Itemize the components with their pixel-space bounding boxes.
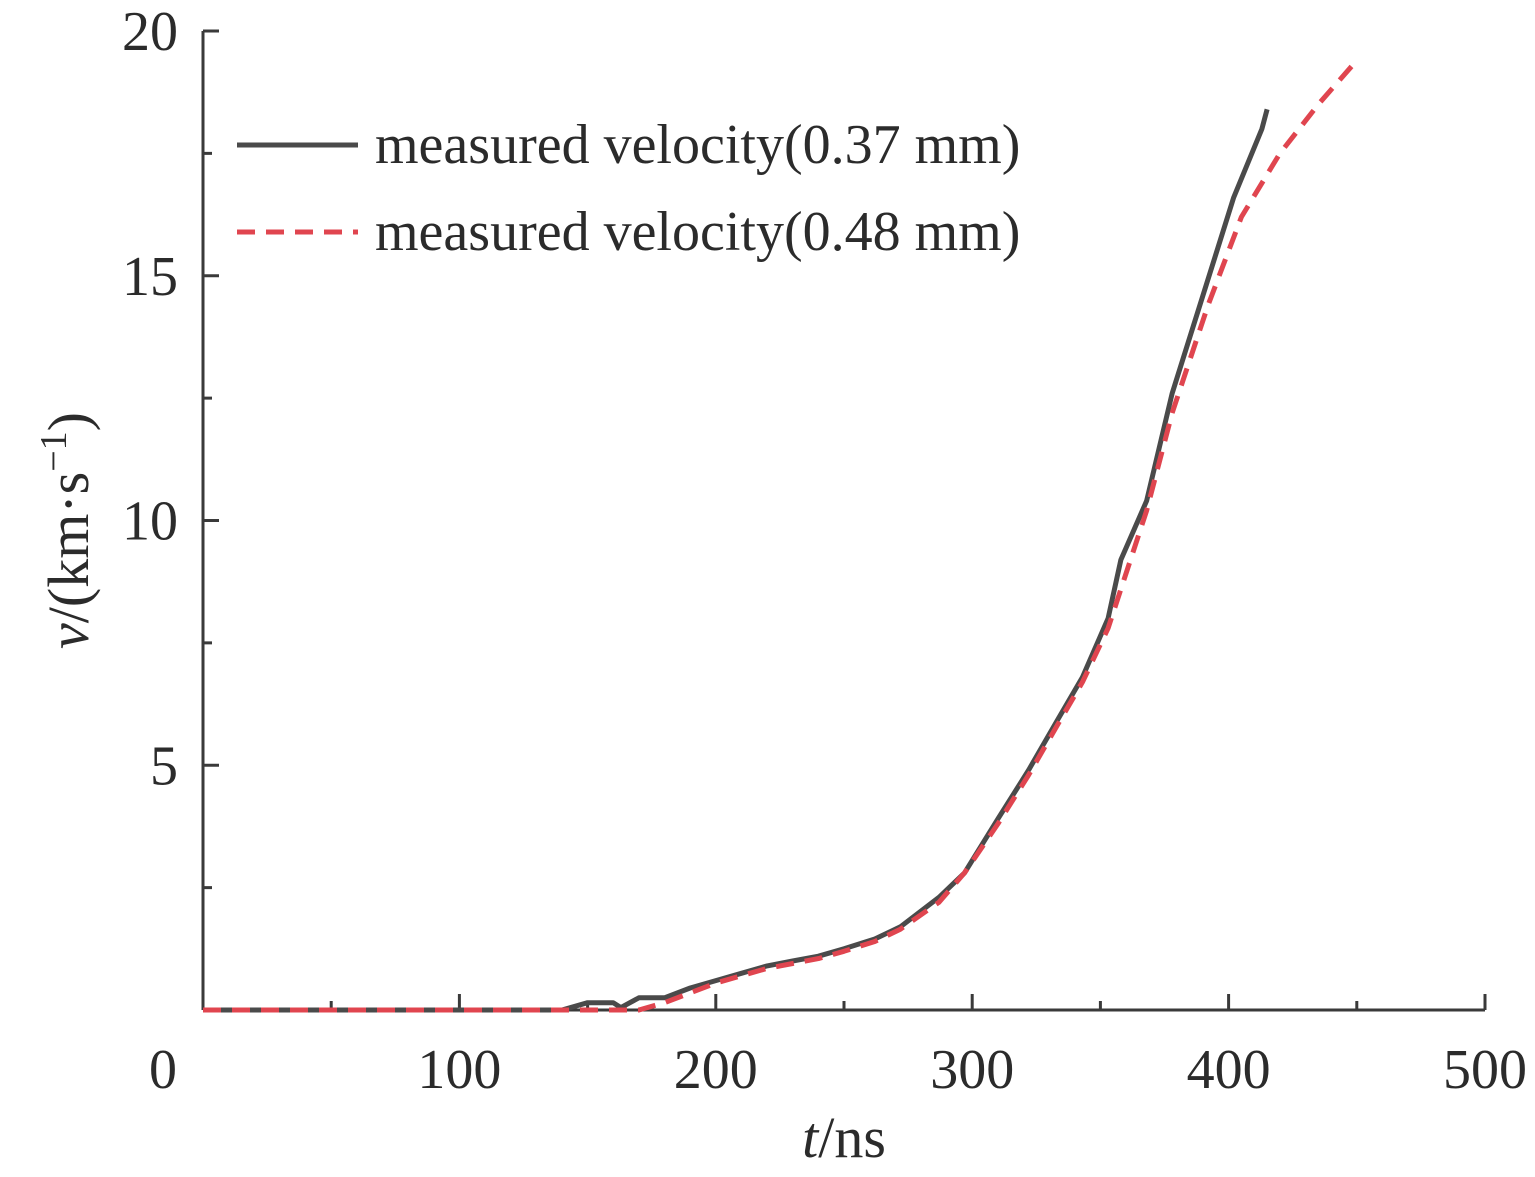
axes bbox=[201, 31, 1485, 1012]
x-tick-label: 500 bbox=[1443, 1039, 1527, 1101]
legend-label: measured velocity(0.37 mm) bbox=[375, 114, 1020, 176]
x-tick-label: 0 bbox=[149, 1039, 177, 1101]
y-tick-label: 10 bbox=[122, 491, 178, 553]
series-line-2 bbox=[203, 58, 1359, 1013]
y-axis-title: v/(km·s−1) bbox=[33, 412, 101, 649]
y-tick-label: 20 bbox=[122, 1, 178, 63]
x-tick-label: 400 bbox=[1187, 1039, 1271, 1101]
legend: measured velocity(0.37 mm) measured veloc… bbox=[237, 114, 1020, 263]
y-tick-label: 15 bbox=[122, 246, 178, 308]
ticks: 0 100 200 300 400 500 5 10 15 20 bbox=[122, 1, 1527, 1101]
x-axis-title-var: t bbox=[802, 1105, 820, 1170]
y-axis-title-unit: /(km·s bbox=[36, 472, 101, 623]
x-tick-label: 100 bbox=[417, 1039, 501, 1101]
y-tick-label: 5 bbox=[150, 735, 178, 797]
x-axis-title-unit: /ns bbox=[818, 1105, 886, 1170]
legend-label: measured velocity(0.48 mm) bbox=[375, 201, 1020, 263]
y-axis-title-var: v bbox=[36, 623, 101, 649]
y-axis-title-close: ) bbox=[36, 412, 101, 431]
x-tick-label: 200 bbox=[674, 1039, 758, 1101]
series-group bbox=[203, 58, 1359, 1013]
y-axis-title-sup: −1 bbox=[33, 431, 75, 471]
x-tick-label: 300 bbox=[930, 1039, 1014, 1101]
x-axis-title: t/ns bbox=[802, 1105, 886, 1170]
